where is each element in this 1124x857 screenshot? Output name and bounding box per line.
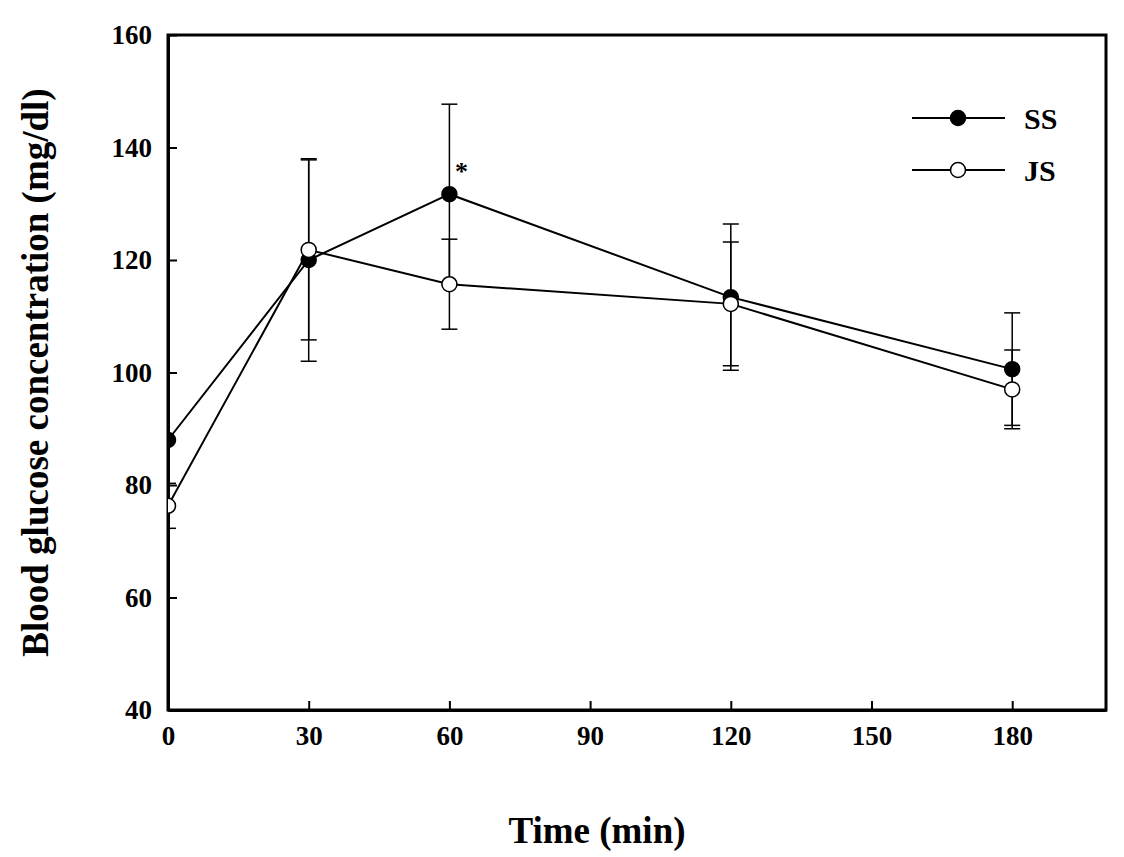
legend-item: SS xyxy=(912,102,1057,135)
error-cap xyxy=(301,159,317,161)
error-bar xyxy=(168,483,176,528)
y-tick-label: 140 xyxy=(112,133,153,163)
legend-marker xyxy=(951,163,966,178)
marker xyxy=(168,498,176,513)
y-tick-label: 60 xyxy=(125,583,152,613)
error-bar xyxy=(723,242,739,366)
error-bar xyxy=(441,239,457,329)
marker xyxy=(301,242,316,257)
y-tick-label: 100 xyxy=(112,358,153,388)
error-cap xyxy=(168,528,176,530)
x-tick-label: 60 xyxy=(436,721,463,751)
error-bar xyxy=(301,160,317,340)
error-cap xyxy=(723,370,739,372)
error-cap xyxy=(301,361,317,363)
series-line xyxy=(168,250,1012,506)
error-cap xyxy=(1004,428,1020,430)
marker xyxy=(442,277,457,292)
legend-item: JS xyxy=(912,154,1056,187)
error-cap xyxy=(723,365,739,367)
error-cap xyxy=(1004,312,1020,314)
data-area xyxy=(168,104,1020,528)
x-tick-label: 180 xyxy=(992,721,1032,751)
x-tick-label: 0 xyxy=(162,721,176,751)
error-cap xyxy=(168,483,176,485)
error-cap xyxy=(301,158,317,160)
error-cap xyxy=(441,103,457,105)
x-tick-label: 90 xyxy=(577,721,604,751)
x-tick-label: 30 xyxy=(296,721,323,751)
plot: 0 30 60 90 120 150 180 40 60 80 100 120 140 160 * SS JS xyxy=(112,20,1107,751)
y-tick-label: 40 xyxy=(125,695,152,725)
legend-label: SS xyxy=(1024,102,1057,135)
annotation: * xyxy=(455,157,468,186)
y-tick-label: 120 xyxy=(112,245,153,275)
error-cap xyxy=(723,223,739,225)
error-bar xyxy=(1004,350,1020,429)
series-line xyxy=(168,194,1012,440)
plot-frame xyxy=(168,35,1106,710)
error-cap xyxy=(1004,349,1020,351)
y-tick-label: 80 xyxy=(125,470,152,500)
y-tick-label: 160 xyxy=(112,20,153,50)
legend-marker xyxy=(951,111,966,126)
marker xyxy=(723,296,738,311)
marker xyxy=(1005,362,1020,377)
x-axis-title: Time (min) xyxy=(508,810,685,852)
error-cap xyxy=(301,339,317,341)
legend-label: JS xyxy=(1024,154,1056,187)
error-cap xyxy=(441,328,457,330)
x-tick-label: 150 xyxy=(852,721,893,751)
error-cap xyxy=(723,241,739,243)
error-bar xyxy=(301,159,317,362)
chart: 0 30 60 90 120 150 180 40 60 80 100 120 140 160 * SS JS T… xyxy=(0,0,1124,857)
error-cap xyxy=(441,238,457,240)
y-axis-title: Blood glucose concentration (mg/dl) xyxy=(15,88,57,656)
x-tick-label: 120 xyxy=(711,721,752,751)
marker xyxy=(168,433,176,448)
marker xyxy=(442,187,457,202)
error-bar xyxy=(723,224,739,370)
marker xyxy=(1005,382,1020,397)
legend: SS JS xyxy=(912,102,1057,187)
